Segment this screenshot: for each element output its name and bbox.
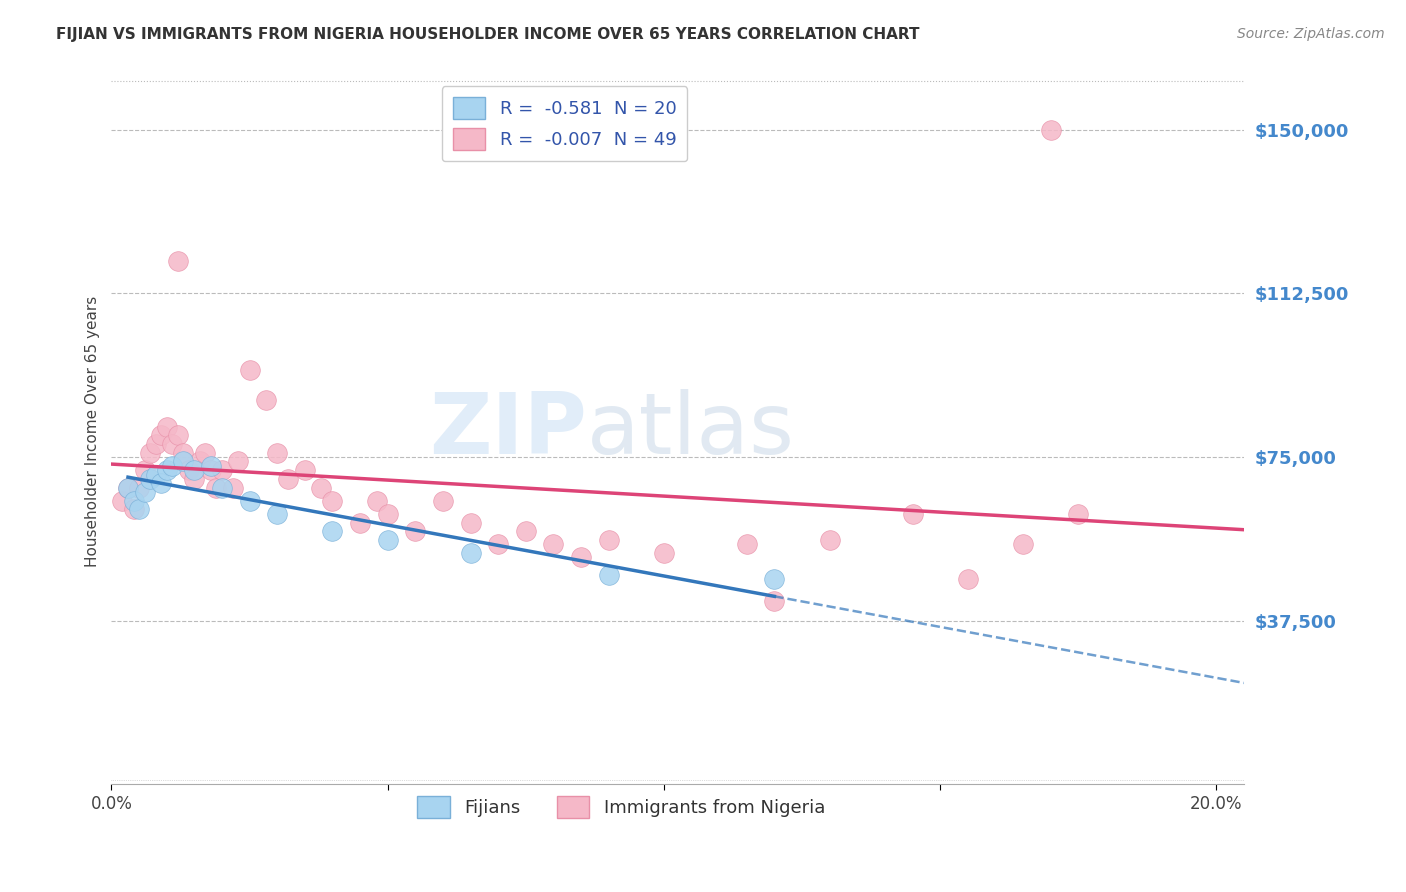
Point [194, 446, 217, 460]
Point [735, 537, 758, 551]
Point [377, 533, 399, 547]
Point [1039, 123, 1062, 137]
Point [763, 572, 786, 586]
Point [139, 472, 162, 486]
Point [1067, 507, 1090, 521]
Point [254, 393, 277, 408]
Point [139, 446, 162, 460]
Point [238, 363, 260, 377]
Point [134, 485, 156, 500]
Point [652, 546, 675, 560]
Point [211, 463, 233, 477]
Point [238, 493, 260, 508]
Point [460, 516, 482, 530]
Point [311, 481, 333, 495]
Point [160, 458, 183, 473]
Point [515, 524, 537, 539]
Point [1012, 537, 1035, 551]
Point [349, 516, 371, 530]
Point [200, 458, 222, 473]
Point [172, 454, 194, 468]
Point [598, 533, 620, 547]
Text: atlas: atlas [588, 390, 796, 473]
Point [211, 481, 233, 495]
Point [277, 472, 299, 486]
Point [166, 428, 188, 442]
Text: Source: ZipAtlas.com: Source: ZipAtlas.com [1237, 27, 1385, 41]
Point [956, 572, 979, 586]
Point [117, 481, 139, 495]
Point [183, 472, 205, 486]
Point [122, 502, 145, 516]
Text: ZIP: ZIP [429, 390, 588, 473]
Point [901, 507, 924, 521]
Point [160, 437, 183, 451]
Point [404, 524, 426, 539]
Point [117, 481, 139, 495]
Point [460, 546, 482, 560]
Point [188, 454, 211, 468]
Point [266, 507, 288, 521]
Point [763, 594, 786, 608]
Point [172, 446, 194, 460]
Point [128, 481, 150, 495]
Point [122, 493, 145, 508]
Point [156, 419, 179, 434]
Point [156, 463, 179, 477]
Point [266, 446, 288, 460]
Point [569, 550, 592, 565]
Legend: Fijians, Immigrants from Nigeria: Fijians, Immigrants from Nigeria [411, 789, 832, 825]
Point [321, 493, 343, 508]
Point [205, 481, 228, 495]
Text: FIJIAN VS IMMIGRANTS FROM NIGERIA HOUSEHOLDER INCOME OVER 65 YEARS CORRELATION C: FIJIAN VS IMMIGRANTS FROM NIGERIA HOUSEH… [56, 27, 920, 42]
Point [543, 537, 565, 551]
Point [177, 463, 200, 477]
Point [321, 524, 343, 539]
Point [818, 533, 841, 547]
Point [222, 481, 245, 495]
Point [134, 463, 156, 477]
Point [200, 463, 222, 477]
Point [183, 463, 205, 477]
Point [150, 476, 173, 491]
Point [228, 454, 250, 468]
Point [145, 437, 167, 451]
Point [432, 493, 454, 508]
Point [366, 493, 388, 508]
Point [486, 537, 509, 551]
Point [150, 428, 173, 442]
Point [377, 507, 399, 521]
Point [128, 502, 150, 516]
Point [598, 568, 620, 582]
Point [166, 253, 188, 268]
Point [111, 493, 134, 508]
Point [294, 463, 316, 477]
Point [145, 467, 167, 482]
Y-axis label: Householder Income Over 65 years: Householder Income Over 65 years [86, 295, 100, 566]
